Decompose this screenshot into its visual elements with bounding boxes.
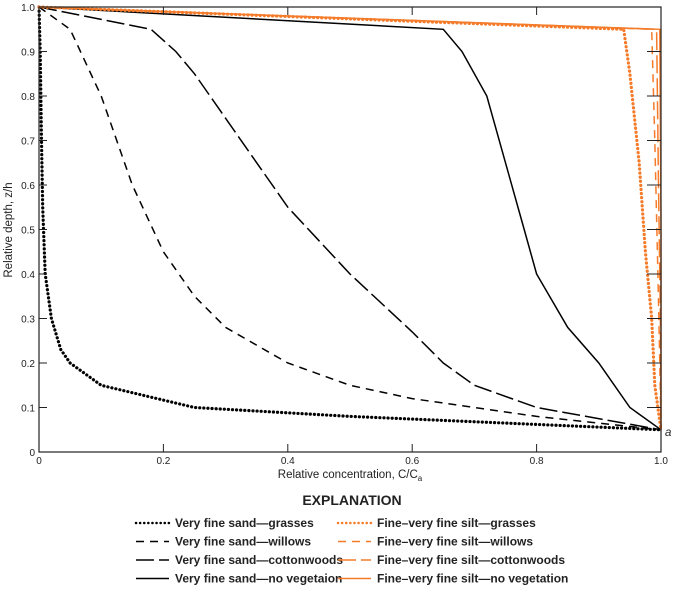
x-tick-label: 0.8 (530, 456, 544, 467)
x-axis-label: Relative concentration, C/Ca (278, 469, 423, 483)
legend-label: Fine–very fine silt—willows (377, 535, 533, 549)
legend-label: Very fine sand—willows (175, 535, 311, 549)
y-tick-label: 0 (29, 448, 35, 459)
legend-item: Fine–very fine silt—cottonwoods (338, 553, 565, 567)
series-line-5 (38, 6, 662, 430)
legend-label: Fine–very fine silt—grasses (377, 516, 536, 530)
legend-title: EXPLANATION (302, 492, 401, 508)
y-axis-label: Relative depth, z/h (3, 182, 15, 277)
x-tick-label: 0 (36, 456, 42, 467)
y-tick-label: 0.5 (21, 226, 35, 237)
legend-label: Fine–very fine silt—no vegetation (377, 572, 568, 586)
series-line-4 (37, 5, 663, 432)
annotation-a: a (665, 427, 671, 439)
y-tick-label: 0.9 (21, 48, 35, 59)
plot-frame (38, 6, 662, 453)
series-line-0 (37, 5, 663, 432)
y-tick-label: 1.0 (21, 3, 35, 14)
y-tick-label: 0.1 (21, 404, 35, 415)
y-tick-label: 0.2 (21, 359, 35, 370)
x-tick-label: 1.0 (654, 456, 668, 467)
y-tick-label: 0.4 (21, 270, 35, 281)
x-tick-label: 0.4 (281, 456, 295, 467)
legend-label: Fine–very fine silt—cottonwoods (377, 553, 565, 567)
series-line-2 (38, 6, 662, 431)
legend-item: Fine–very fine silt—willows (338, 535, 533, 549)
y-tick-label: 0.8 (21, 92, 35, 103)
y-tick-label: 0.7 (21, 137, 35, 148)
legend-label: Very fine sand—no vegetaion (175, 572, 342, 586)
legend-label: Very fine sand—grasses (175, 516, 314, 530)
x-tick-label: 0.6 (405, 456, 419, 467)
legend-item: Very fine sand—no vegetaion (136, 572, 342, 586)
legend-label: Very fine sand—cottonwoods (175, 553, 343, 567)
legend-item: Very fine sand—cottonwoods (136, 553, 343, 567)
y-tick-label: 0.6 (21, 181, 35, 192)
x-tick-label: 0.2 (156, 456, 170, 467)
series-line-1 (38, 6, 662, 431)
legend-item: Very fine sand—grasses (134, 516, 314, 530)
series-line-7 (38, 6, 662, 430)
legend-item: Very fine sand—willows (136, 535, 311, 549)
y-tick-label: 0.3 (21, 315, 35, 326)
series-line-6 (38, 6, 662, 430)
legend-item: Fine–very fine silt—grasses (336, 516, 536, 530)
series-line-3 (38, 6, 662, 431)
legend-item: Fine–very fine silt—no vegetation (338, 572, 568, 586)
